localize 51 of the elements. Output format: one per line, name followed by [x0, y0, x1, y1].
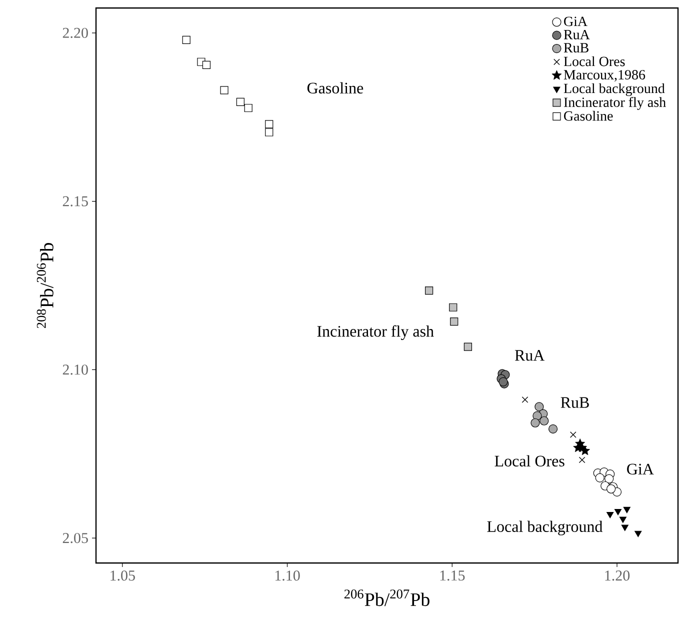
- point: [570, 431, 576, 438]
- legend-label: Marcoux,1986: [564, 70, 646, 82]
- y-tick-label: 2.05: [62, 532, 88, 544]
- point: [595, 473, 604, 482]
- point: [604, 474, 614, 484]
- x-axis-title: $^{206}$Pb/$^{207}$Pb: [344, 590, 430, 606]
- x-tick-label: 1.15: [440, 570, 465, 581]
- legend-label: Local Ores: [564, 56, 625, 66]
- point: [530, 418, 540, 428]
- legend-label: GiA: [564, 16, 588, 26]
- point: [548, 424, 558, 434]
- point: [580, 446, 590, 456]
- point: [623, 506, 630, 514]
- point: [606, 512, 614, 518]
- legend-label: Incinerator fly ash: [564, 97, 666, 110]
- legend-label: Gasoline: [564, 110, 613, 121]
- point: [619, 516, 626, 523]
- point: [425, 286, 434, 295]
- point: [182, 36, 190, 44]
- point: [265, 128, 274, 136]
- annotation: Local Ores: [494, 455, 564, 466]
- point: [464, 342, 472, 351]
- legend-label: Local background: [564, 83, 665, 96]
- annotation: RuA: [514, 350, 545, 361]
- x-tick-label: 1.20: [605, 570, 630, 581]
- point: [634, 530, 642, 538]
- point: [449, 303, 458, 312]
- point: [522, 396, 528, 403]
- point: [450, 317, 458, 326]
- point: [265, 120, 274, 128]
- annotation: Gasoline: [307, 82, 364, 94]
- legend-label: RuB: [564, 43, 588, 52]
- annotation: Incinerator fly ash: [317, 325, 434, 340]
- x-tick-label: 1.05: [110, 570, 135, 581]
- point: [621, 524, 628, 531]
- point: [236, 98, 244, 106]
- annotation: GiA: [627, 464, 654, 475]
- point: [534, 402, 544, 412]
- annotation: RuB: [560, 397, 589, 408]
- y-tick-label: 2.15: [62, 196, 88, 206]
- annotation: Local background: [487, 520, 603, 536]
- point: [614, 508, 622, 516]
- legend-label: RuA: [564, 30, 590, 40]
- point: [220, 86, 228, 94]
- x-tick-label: 1.10: [275, 570, 300, 581]
- point: [202, 60, 211, 69]
- y-tick-label: 2.10: [62, 364, 88, 375]
- y-axis-title: $^{208}$Pb/$^{206}$Pb: [36, 243, 54, 328]
- point: [578, 456, 586, 464]
- y-tick-label: 2.20: [62, 28, 88, 38]
- point: [540, 416, 549, 426]
